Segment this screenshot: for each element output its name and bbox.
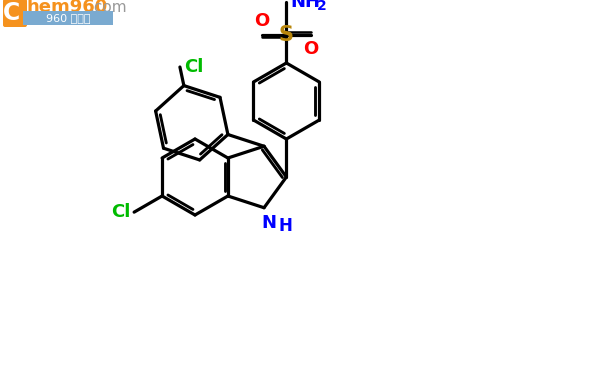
Text: C: C: [4, 1, 21, 25]
Text: Cl: Cl: [111, 203, 130, 221]
Text: NH: NH: [290, 0, 321, 11]
Text: O: O: [304, 39, 319, 57]
Text: 2: 2: [316, 0, 326, 13]
FancyBboxPatch shape: [23, 11, 113, 25]
Text: H: H: [279, 217, 293, 235]
Text: .com: .com: [89, 0, 126, 15]
Text: N: N: [261, 214, 276, 232]
FancyBboxPatch shape: [3, 0, 27, 27]
Text: 960 化工网: 960 化工网: [46, 13, 90, 23]
Text: hem960: hem960: [27, 0, 108, 16]
Text: Cl: Cl: [184, 58, 203, 76]
Text: S: S: [279, 24, 294, 45]
Text: O: O: [254, 12, 269, 30]
